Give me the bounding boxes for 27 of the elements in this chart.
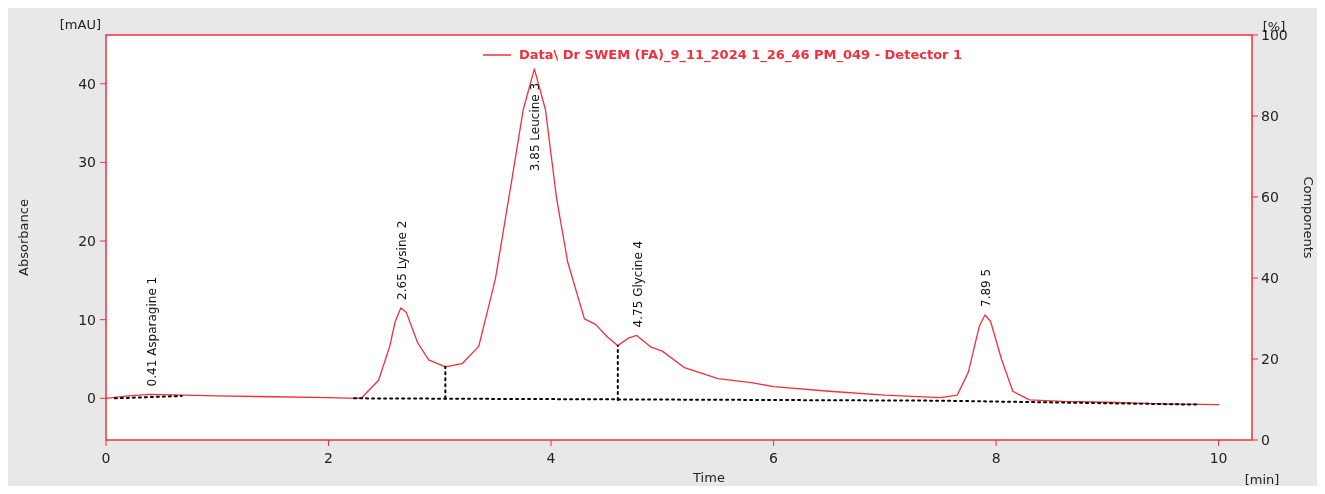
annotation: 0.41 Asparagine 1 <box>144 276 159 387</box>
annotation: 3.85 Leucine 3 <box>528 82 543 172</box>
annotation: 4.75 Glycine 4 <box>630 240 645 328</box>
y2-tick-label: 20 <box>1261 350 1279 367</box>
x-tick-label: 2 <box>324 450 333 466</box>
legend-label: Data\ Dr SWEM (FA)_9_11_2024 1_26_46 PM_049 - Detector 1 <box>519 47 963 63</box>
y-tick-label: 30 <box>78 154 96 171</box>
x-tick-label: 4 <box>546 450 556 466</box>
y2-tick-label: 80 <box>1261 107 1279 124</box>
y-tick-label: 0 <box>87 390 96 407</box>
y2-tick-label: 60 <box>1261 188 1279 205</box>
y2-tick-label: 0 <box>1261 431 1270 448</box>
x-axis-title: Time <box>692 470 725 485</box>
annotation: 7.89 5 <box>978 268 993 307</box>
x-tick-label: 10 <box>1209 450 1228 466</box>
y-tick-label: 40 <box>78 75 96 92</box>
y-tick-label: 10 <box>78 311 96 328</box>
annotation: 2.65 Lysine 2 <box>394 220 409 300</box>
text: [mAU] <box>59 17 101 32</box>
y-axis-title: Absorbance <box>16 199 31 276</box>
text: [min] <box>1244 472 1280 487</box>
x-tick-label: 8 <box>991 450 1001 466</box>
x-tick-label: 6 <box>769 450 779 466</box>
y-tick-label: 20 <box>78 232 96 249</box>
x-tick-label: 0 <box>101 450 111 466</box>
y2-tick-label: 40 <box>1261 269 1279 286</box>
y2-axis-title: Components <box>1301 176 1316 259</box>
